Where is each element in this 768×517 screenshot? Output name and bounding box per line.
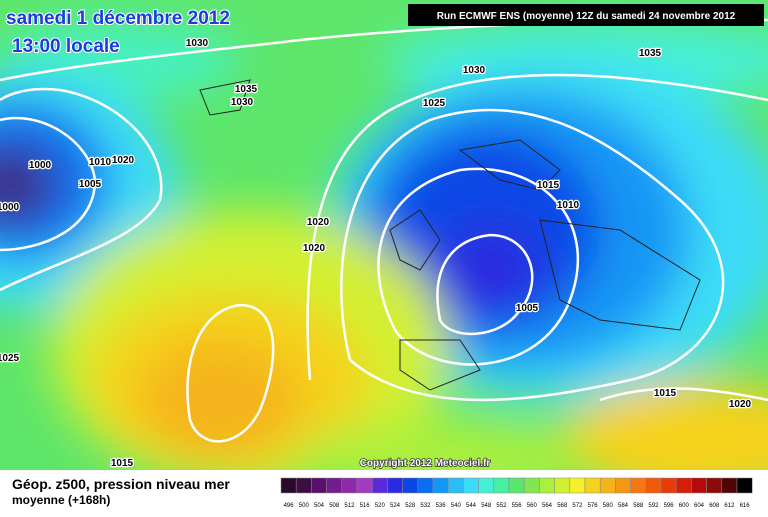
legend-level: 536 <box>436 503 447 509</box>
isobar-label: 1035 <box>639 48 662 59</box>
legend-level: 552 <box>496 503 507 509</box>
legend-level: 516 <box>360 503 371 509</box>
isobar-label: 1000 <box>0 202 20 213</box>
legend-level: 496 <box>284 503 295 509</box>
isobar-label: 1010 <box>557 200 580 211</box>
legend-level: 556 <box>512 503 523 509</box>
date-title: samedi 1 décembre 2012 <box>6 8 230 29</box>
legend-swatch <box>280 477 297 494</box>
legend-level: 528 <box>405 503 416 509</box>
legend-level: 512 <box>344 503 355 509</box>
legend-swatch <box>387 477 403 494</box>
isobar-label: 1025 <box>423 98 446 109</box>
isobar-label: 1020 <box>112 155 135 166</box>
legend-swatch <box>539 477 555 494</box>
legend-swatch <box>402 477 419 494</box>
legend-level: 596 <box>664 503 675 509</box>
legend-swatch <box>341 477 358 494</box>
time-title: 13:00 locale <box>12 36 120 57</box>
legend-swatch <box>615 477 631 494</box>
legend-level: 540 <box>451 503 462 509</box>
isobar-label: 1015 <box>537 180 560 191</box>
legend-swatch <box>508 477 525 494</box>
isobar-label: 1005 <box>79 179 102 190</box>
legend-level: 520 <box>375 503 386 509</box>
legend-level: 600 <box>679 503 690 509</box>
legend-level: 576 <box>588 503 599 509</box>
legend-level: 612 <box>724 503 735 509</box>
legend-level: 592 <box>648 503 659 509</box>
legend-subtitle: moyenne (+168h) <box>12 493 110 507</box>
legend-level: 580 <box>603 503 614 509</box>
legend-swatch <box>706 477 723 494</box>
legend-swatch <box>675 477 692 494</box>
legend-level: 524 <box>390 503 401 509</box>
legend-swatch <box>584 477 601 494</box>
legend-swatch <box>447 477 464 494</box>
legend-level: 504 <box>314 503 325 509</box>
legend-level: 508 <box>329 503 340 509</box>
legend-level: 588 <box>633 503 644 509</box>
field <box>0 0 768 470</box>
legend-level: 584 <box>618 503 629 509</box>
legend-level: 568 <box>557 503 568 509</box>
legend-title: Géop. z500, pression niveau mer <box>12 476 230 492</box>
legend-swatch <box>523 477 540 494</box>
legend-swatch <box>417 477 434 494</box>
run-box <box>408 4 764 26</box>
legend-swatch <box>463 477 479 494</box>
legend-swatch <box>356 477 373 494</box>
legend-level: 572 <box>572 503 583 509</box>
legend-level: 548 <box>481 503 492 509</box>
copyright: Copyright 2012 Meteociel.fr <box>360 458 491 469</box>
legend-swatch <box>645 477 662 494</box>
legend-level: 544 <box>466 503 477 509</box>
legend-swatch <box>630 477 647 494</box>
isobar-label: 1010 <box>89 157 112 168</box>
legend-level: 532 <box>420 503 431 509</box>
legend-swatch <box>478 477 495 494</box>
legend-level: 500 <box>299 503 310 509</box>
isobar-label: 1030 <box>463 65 486 76</box>
isobar-label: 1035 <box>235 84 258 95</box>
isobar-label: 1000 <box>29 160 52 171</box>
legend-swatch <box>295 477 312 494</box>
legend-swatch <box>691 477 707 494</box>
legend-swatch <box>599 477 616 494</box>
isobar-label: 1030 <box>186 38 209 49</box>
legend-swatch <box>736 477 753 494</box>
isobar-label: 1030 <box>231 97 254 108</box>
legend-swatch <box>371 477 388 494</box>
legend-level: 604 <box>694 503 705 509</box>
legend-level: 564 <box>542 503 553 509</box>
legend-level: 608 <box>709 503 720 509</box>
legend-swatch <box>569 477 586 494</box>
run-info: Run ECMWF ENS (moyenne) 12Z du samedi 24… <box>437 11 736 22</box>
legend-swatch <box>660 477 677 494</box>
legend-swatch <box>493 477 510 494</box>
legend-level: 616 <box>740 503 751 509</box>
legend-swatch <box>721 477 738 494</box>
isobar-label: 1015 <box>111 458 134 469</box>
isobar-label: 1025 <box>0 353 20 364</box>
isobar-label: 1020 <box>307 217 330 228</box>
legend-swatch <box>432 477 449 494</box>
legend-scale: 496 500 504 508 512 516 520 524 528 532 536 540 544 5… <box>280 477 753 509</box>
legend-swatch <box>326 477 343 494</box>
legend-swatch <box>311 477 327 494</box>
isobar-label: 1005 <box>516 303 539 314</box>
isobar-label: 1015 <box>654 388 677 399</box>
legend-swatch <box>554 477 571 494</box>
legend-level: 560 <box>527 503 538 509</box>
isobar-label: 1020 <box>303 243 326 254</box>
isobar-label: 1020 <box>729 399 752 410</box>
